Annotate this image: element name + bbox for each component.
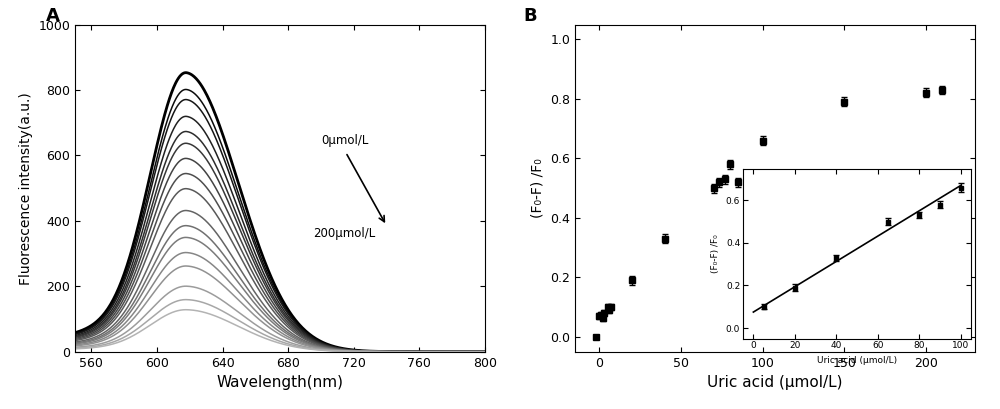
Y-axis label: (F₀-F) /F₀: (F₀-F) /F₀ (531, 158, 545, 218)
X-axis label: Uric acid (μmol/L): Uric acid (μmol/L) (707, 375, 843, 390)
X-axis label: Wavelength(nm): Wavelength(nm) (216, 375, 344, 390)
Text: 200μmol/L: 200μmol/L (313, 227, 375, 240)
Text: B: B (523, 7, 537, 25)
Y-axis label: Fluorescence intensity(a.u.): Fluorescence intensity(a.u.) (19, 92, 33, 285)
Text: 0μmol/L: 0μmol/L (321, 134, 368, 147)
Text: A: A (46, 7, 60, 25)
